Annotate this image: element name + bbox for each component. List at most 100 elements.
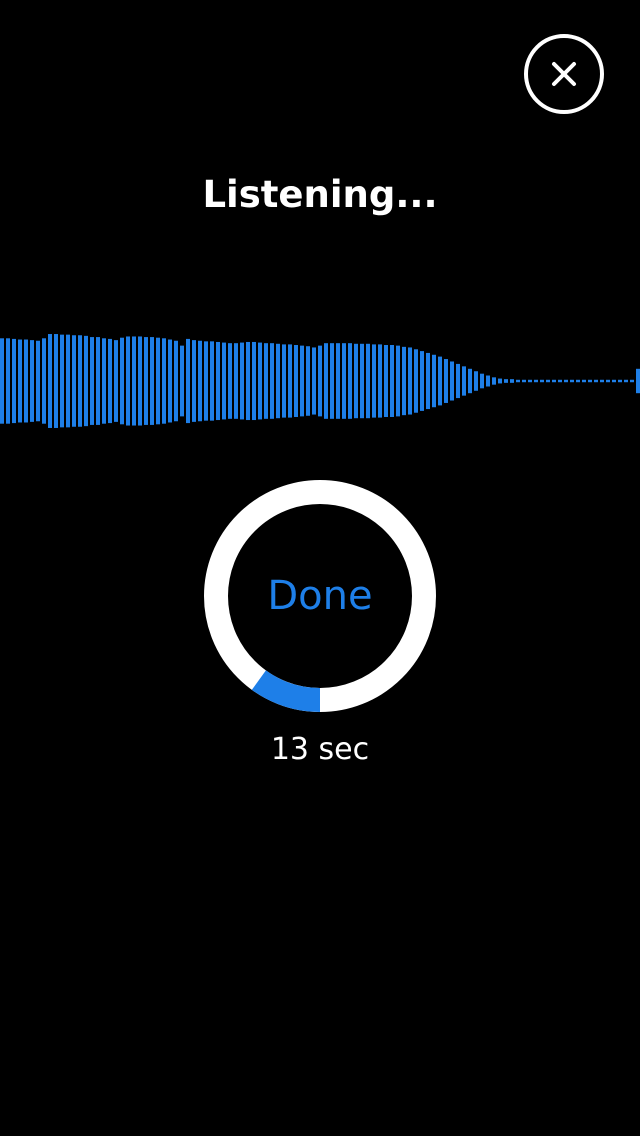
waveform-bar xyxy=(636,368,640,394)
waveform-bar xyxy=(306,346,310,416)
waveform-bar xyxy=(144,337,148,425)
waveform-bar xyxy=(186,338,190,424)
waveform-bar xyxy=(510,379,514,383)
waveform-bar xyxy=(150,337,154,425)
waveform-bar xyxy=(420,351,424,411)
listening-title: Listening... xyxy=(202,173,438,216)
waveform-bar xyxy=(468,368,472,394)
waveform-bar xyxy=(438,356,442,406)
waveform-bar xyxy=(90,337,94,425)
waveform-bar xyxy=(504,379,508,383)
waveform-bar xyxy=(618,379,622,383)
waveform-bar xyxy=(408,347,412,415)
waveform-bar xyxy=(594,379,598,383)
close-button[interactable] xyxy=(524,34,604,114)
waveform-bar xyxy=(342,343,346,419)
waveform-bar xyxy=(378,344,382,418)
waveform-bar xyxy=(630,379,634,383)
waveform-bar xyxy=(396,345,400,417)
waveform-bar xyxy=(372,344,376,418)
waveform-bar xyxy=(366,343,370,419)
waveform-bar xyxy=(414,349,418,413)
waveform-bar xyxy=(192,340,196,422)
waveform-bar xyxy=(528,379,532,383)
waveform-bar xyxy=(564,379,568,383)
waveform-bar xyxy=(432,354,436,408)
waveform-bar xyxy=(174,340,178,422)
waveform-bar xyxy=(336,343,340,419)
waveform-bar xyxy=(558,379,562,383)
waveform-bar xyxy=(474,371,478,391)
waveform-bar xyxy=(138,336,142,426)
waveform-bar xyxy=(390,345,394,417)
waveform-bar xyxy=(606,379,610,383)
waveform-bar xyxy=(354,343,358,419)
waveform-bar xyxy=(450,361,454,401)
waveform-bar xyxy=(180,345,184,417)
waveform-bar xyxy=(246,341,250,421)
waveform-bar xyxy=(12,338,16,424)
waveform-bar xyxy=(84,335,88,427)
waveform-bar xyxy=(168,339,172,423)
waveform-bar xyxy=(402,346,406,416)
waveform-bar xyxy=(570,379,574,383)
waveform-bar xyxy=(216,341,220,421)
waveform-bar xyxy=(612,379,616,383)
waveform-bar xyxy=(444,359,448,403)
waveform-bar xyxy=(324,343,328,419)
waveform-bar xyxy=(486,375,490,387)
waveform-bar xyxy=(456,363,460,399)
waveform-bar xyxy=(540,379,544,383)
timer-ring xyxy=(204,480,436,712)
waveform-bar xyxy=(276,343,280,419)
waveform-bar xyxy=(312,347,316,415)
waveform-bar xyxy=(600,379,604,383)
waveform-bar xyxy=(534,379,538,383)
waveform-bar xyxy=(54,334,58,428)
waveform-bar xyxy=(222,342,226,420)
waveform-bar xyxy=(360,343,364,419)
waveform-bar xyxy=(36,340,40,422)
waveform-bar xyxy=(42,338,46,424)
waveform-bar xyxy=(48,334,52,428)
waveform-bar xyxy=(228,343,232,419)
done-button[interactable]: Done xyxy=(228,504,412,688)
waveform-bar xyxy=(522,379,526,383)
waveform-bar xyxy=(426,352,430,410)
waveform-bar xyxy=(252,341,256,421)
waveform-bar xyxy=(318,345,322,417)
waveform-bar xyxy=(108,338,112,424)
waveform-bar xyxy=(288,344,292,418)
waveform-bar xyxy=(72,335,76,427)
waveform-bar xyxy=(582,379,586,383)
waveform-bar xyxy=(576,379,580,383)
waveform-bar xyxy=(258,342,262,420)
ring-progress xyxy=(204,480,436,712)
waveform-bar xyxy=(300,345,304,417)
waveform-bar xyxy=(282,344,286,418)
waveform-bar xyxy=(240,342,244,420)
elapsed-time-label: 13 sec xyxy=(270,732,370,767)
waveform-bar xyxy=(24,339,28,423)
waveform-bar xyxy=(162,338,166,424)
waveform-bar xyxy=(552,379,556,383)
waveform-bar xyxy=(348,343,352,419)
audio-waveform xyxy=(0,334,640,428)
waveform-bar xyxy=(96,337,100,425)
waveform-bar xyxy=(492,377,496,385)
waveform-bar xyxy=(264,343,268,419)
waveform-bar xyxy=(546,379,550,383)
waveform-bar xyxy=(204,341,208,421)
waveform-bar xyxy=(78,335,82,427)
waveform-bar xyxy=(6,338,10,424)
waveform-bar xyxy=(0,338,4,424)
waveform-bar xyxy=(270,343,274,419)
waveform-bar xyxy=(198,340,202,422)
close-icon xyxy=(552,62,576,86)
waveform-bar xyxy=(156,337,160,425)
waveform-bar xyxy=(480,373,484,389)
waveform-bar xyxy=(60,334,64,428)
waveform-bar xyxy=(114,340,118,422)
waveform-bar xyxy=(126,336,130,426)
waveform-bar xyxy=(102,338,106,424)
